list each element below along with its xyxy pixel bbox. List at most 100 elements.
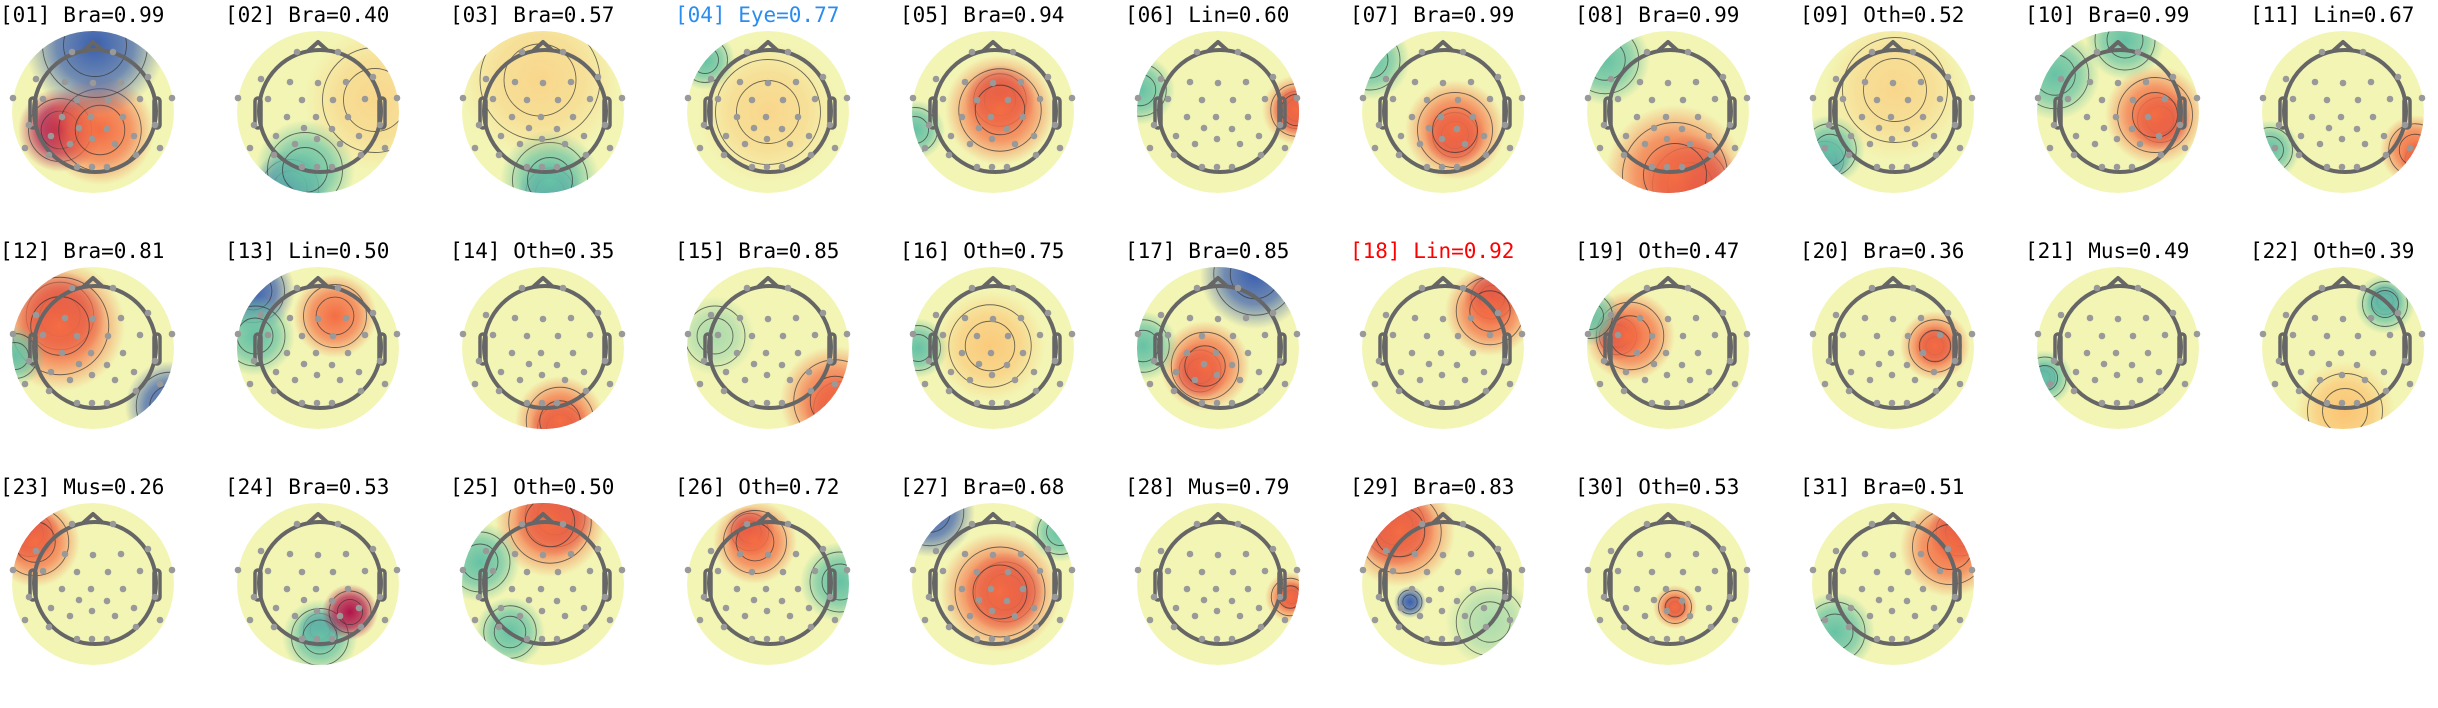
component-title: [05] Bra=0.94 bbox=[900, 3, 1065, 27]
sensor-dot bbox=[748, 568, 756, 576]
sensor-dot bbox=[312, 585, 320, 593]
sensor-dot bbox=[132, 151, 140, 159]
component-title: [27] Bra=0.68 bbox=[900, 475, 1065, 499]
sensor-dot bbox=[733, 113, 741, 121]
sensor-dot bbox=[1276, 357, 1284, 365]
sensor-dot bbox=[1956, 144, 1964, 152]
head-outline bbox=[2053, 40, 2187, 174]
sensor-dot bbox=[1244, 113, 1252, 121]
topomap bbox=[684, 503, 851, 665]
sensor-dot bbox=[1607, 547, 1615, 555]
sensor-dot bbox=[1821, 144, 1829, 152]
sensor-dot bbox=[1518, 330, 1526, 338]
contour-line bbox=[1469, 290, 1511, 332]
sensor-dot bbox=[1003, 361, 1011, 369]
sensor-dot bbox=[778, 597, 786, 605]
sensor-dot bbox=[988, 607, 996, 615]
component-title: [12] Bra=0.81 bbox=[0, 239, 165, 263]
sensor-dot bbox=[119, 585, 127, 593]
sensor-dot bbox=[1684, 520, 1692, 528]
sensor-dot bbox=[1944, 309, 1952, 317]
sensor-dot bbox=[58, 349, 66, 357]
sensor-dot bbox=[1032, 387, 1040, 395]
sensor-dot bbox=[1845, 151, 1853, 159]
sensor-dot bbox=[1453, 163, 1461, 171]
sensor-dot bbox=[1261, 95, 1269, 103]
sensor-dot bbox=[1191, 612, 1199, 620]
sensor-dot bbox=[1936, 331, 1944, 339]
sensor-dot bbox=[1518, 94, 1526, 102]
contour-line bbox=[1432, 107, 1478, 153]
sensor-dot bbox=[1679, 332, 1687, 340]
sensor-dot bbox=[1281, 616, 1289, 624]
sensor-dot bbox=[909, 330, 917, 338]
sensor-dot bbox=[68, 48, 76, 56]
topomap bbox=[1134, 31, 1301, 193]
sensor-dot bbox=[733, 585, 741, 593]
sensor-dot bbox=[2034, 94, 2042, 102]
positive-peak bbox=[305, 31, 399, 170]
sensor-dot bbox=[168, 94, 176, 102]
sensor-dot bbox=[2282, 311, 2290, 319]
sensor-dot bbox=[68, 284, 76, 292]
sensor-dot bbox=[779, 332, 787, 340]
sensor-dot bbox=[743, 48, 751, 56]
sensor-dot bbox=[2157, 387, 2165, 395]
component-topomap-16: [16] Oth=0.75 bbox=[900, 236, 1125, 472]
sensor-dot bbox=[1416, 376, 1424, 384]
sensor-dot bbox=[1968, 330, 1976, 338]
sensor-dot bbox=[1213, 371, 1221, 379]
sensor-dot bbox=[1269, 309, 1277, 317]
sensor-dot bbox=[313, 635, 321, 643]
sensor-dot bbox=[968, 520, 976, 528]
component-topomap-18: [18] Lin=0.92 bbox=[1350, 236, 1575, 472]
sensor-dot bbox=[1044, 545, 1052, 553]
sensor-dot bbox=[1903, 361, 1911, 369]
sensor-dot bbox=[1003, 399, 1011, 407]
sensor-dot bbox=[1242, 78, 1250, 86]
sensor-dot bbox=[1170, 623, 1178, 631]
sensor-dot bbox=[250, 121, 258, 129]
sensor-dot bbox=[594, 73, 602, 81]
sensor-dot bbox=[1600, 121, 1608, 129]
component-title: [15] Bra=0.85 bbox=[675, 239, 840, 263]
sensor-dot bbox=[763, 371, 771, 379]
sensor-dot bbox=[945, 623, 953, 631]
component-title: [10] Bra=0.99 bbox=[2025, 3, 2190, 27]
sensor-dot bbox=[246, 144, 254, 152]
sensor-dot bbox=[826, 357, 834, 365]
sensor-dot bbox=[1861, 314, 1869, 322]
sensor-dot bbox=[1607, 75, 1615, 83]
sensor-dot bbox=[2338, 163, 2346, 171]
sensor-dot bbox=[1726, 357, 1734, 365]
sensor-dot bbox=[1056, 616, 1064, 624]
sensor-dot bbox=[2098, 332, 2106, 340]
sensor-dot bbox=[1705, 132, 1713, 140]
head-outline bbox=[2053, 276, 2187, 410]
sensor-dot bbox=[1068, 94, 1076, 102]
sensor-dot bbox=[2382, 151, 2390, 159]
sensor-dot bbox=[2057, 75, 2065, 83]
component-title: [23] Mus=0.26 bbox=[0, 475, 165, 499]
sensor-dot bbox=[1003, 125, 1011, 133]
contour-line bbox=[12, 276, 110, 376]
sensor-dot bbox=[298, 96, 306, 104]
sensor-dot bbox=[987, 349, 995, 357]
sensor-dot bbox=[736, 550, 744, 558]
sensor-dot bbox=[1439, 551, 1447, 559]
sensor-dot bbox=[1875, 596, 1883, 604]
contour-line bbox=[336, 598, 364, 626]
sensor-dot bbox=[2318, 48, 2326, 56]
sensor-dot bbox=[1019, 585, 1027, 593]
sensor-dot bbox=[784, 520, 792, 528]
sensor-dot bbox=[87, 585, 95, 593]
sensor-dot bbox=[539, 315, 547, 323]
sensor-dot bbox=[1873, 568, 1881, 576]
sensor-dot bbox=[1614, 331, 1622, 339]
sensor-dot bbox=[369, 545, 377, 553]
head-outline bbox=[1153, 40, 1287, 174]
sensor-dot bbox=[482, 75, 490, 83]
sensor-dot bbox=[792, 78, 800, 86]
sensor-dot bbox=[538, 635, 546, 643]
component-topomap-01: [01] Bra=0.99 bbox=[0, 0, 225, 236]
